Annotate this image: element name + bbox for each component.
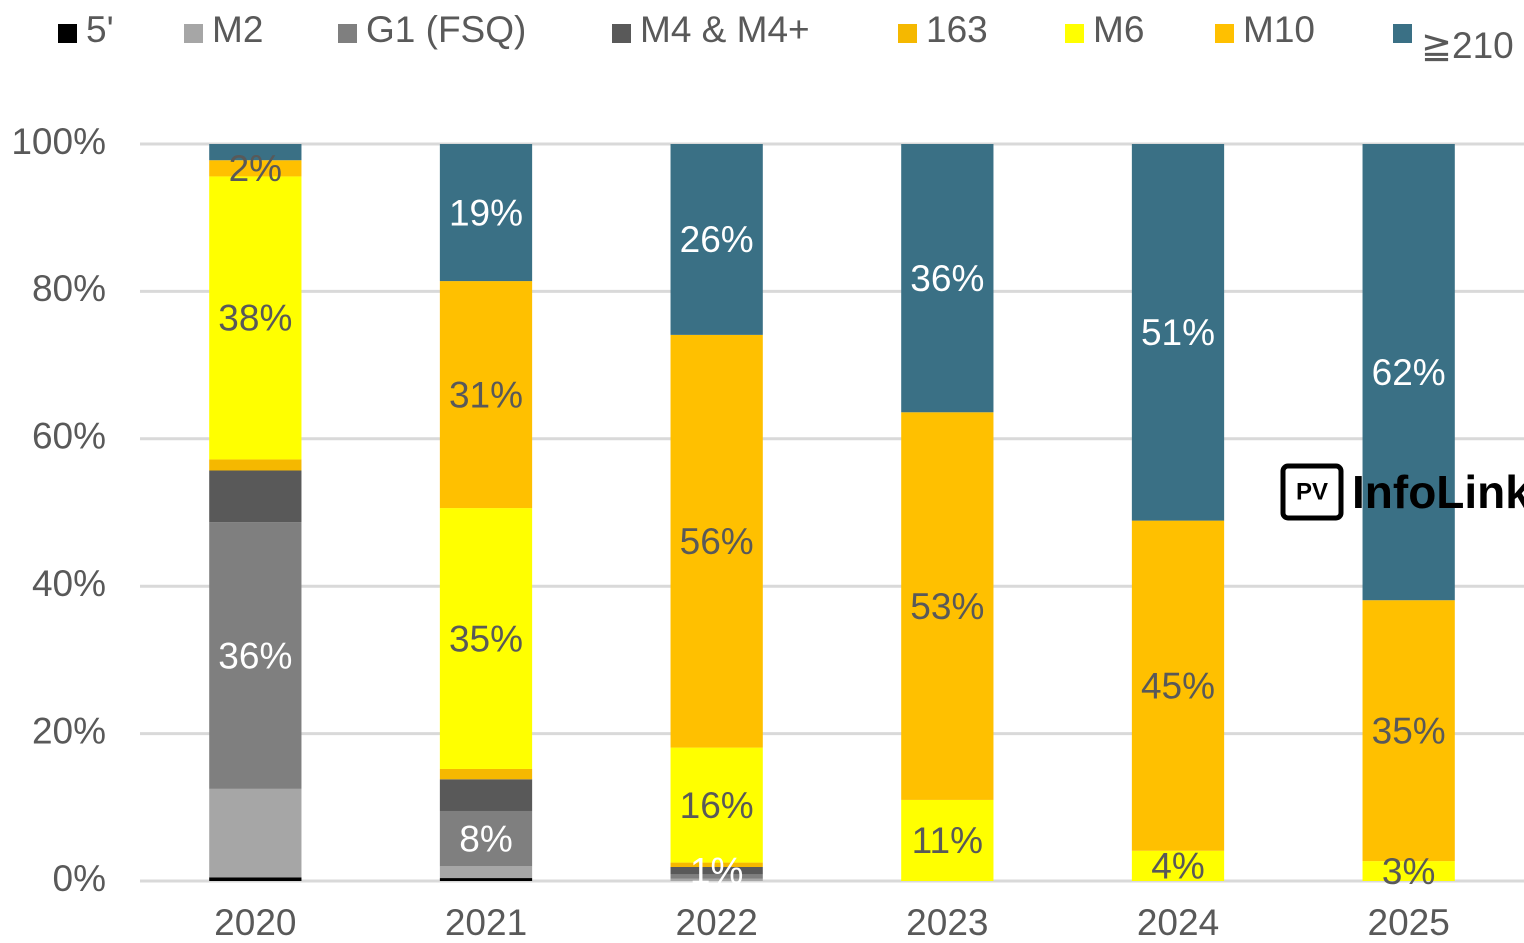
bar-segment [670, 334, 763, 748]
legend-label: M2 [212, 9, 263, 50]
y-tick-label: 80% [32, 268, 106, 309]
bar-segment [209, 470, 302, 523]
bar-segment [1362, 600, 1455, 862]
legend-swatch [898, 24, 917, 43]
bar-segment [209, 459, 302, 471]
legend-swatch [612, 24, 631, 43]
legend-label: M6 [1093, 9, 1144, 50]
data-label: 56% [680, 521, 754, 562]
bar-segment [901, 412, 994, 800]
data-label: 35% [1372, 710, 1446, 751]
bar-segment [439, 281, 533, 509]
data-label: 8% [459, 818, 512, 859]
bar-segment [1362, 861, 1455, 881]
bar-segment [1131, 520, 1225, 851]
data-label: 38% [218, 298, 292, 339]
watermark-text: InfoLink [1352, 466, 1524, 518]
bar-segment [439, 508, 533, 769]
bar-segment [670, 144, 763, 335]
bars [209, 144, 1455, 881]
bar-segment [209, 522, 302, 789]
bar-segment [670, 866, 763, 875]
data-label: 11% [912, 820, 983, 861]
y-tick-label: 100% [11, 121, 106, 162]
data-label: 26% [680, 219, 754, 260]
x-tick-label: 2023 [906, 902, 988, 943]
bar-segment [670, 747, 763, 863]
legend-swatch [1215, 24, 1234, 43]
legend-swatch [1393, 24, 1412, 43]
bar-segment [209, 176, 302, 460]
legend-swatch [338, 24, 357, 43]
bar-segment [439, 779, 533, 811]
data-label: 1% [690, 850, 743, 891]
bar-segment [1362, 144, 1455, 601]
bar-segment [209, 877, 302, 881]
legend-label: ≧210 [1421, 25, 1514, 66]
bar-segment [670, 862, 763, 867]
y-tick-label: 60% [32, 416, 106, 457]
x-tick-label: 2022 [676, 902, 758, 943]
bar-segment [901, 799, 994, 881]
bar-segment [209, 144, 302, 161]
x-tick-label: 2024 [1137, 902, 1219, 943]
data-label: 2% [229, 148, 282, 189]
data-label: 19% [449, 192, 523, 233]
watermark-logo-text: PV [1296, 478, 1328, 505]
watermark: PV InfoLink [1280, 463, 1524, 521]
legend-swatch [184, 24, 203, 43]
legend-label: 5' [86, 9, 114, 50]
x-tick-label: 2021 [445, 902, 527, 943]
bar-segment [439, 144, 533, 282]
bar-segment [439, 768, 533, 780]
bar-segment [209, 160, 302, 177]
bar-segment [670, 874, 763, 879]
bar-segment [439, 866, 533, 879]
bar-segment [439, 878, 533, 881]
data-label: 31% [449, 374, 523, 415]
bar-segment [209, 788, 302, 878]
data-label: 16% [680, 785, 754, 826]
legend-swatch [1065, 24, 1084, 43]
data-label: 3% [1382, 851, 1435, 892]
y-tick-label: 0% [53, 858, 106, 899]
bar-segment [901, 144, 994, 413]
bar-segment [439, 810, 533, 867]
data-label: 51% [1141, 312, 1215, 353]
x-tick-label: 2025 [1368, 902, 1450, 943]
data-label: 4% [1151, 846, 1204, 887]
x-tick-label: 2020 [214, 902, 296, 943]
data-label: 36% [910, 258, 984, 299]
labels: 0% 20% 40% 60% 80% 100% 2020 36% 38% 2% 2021 8% 35% 3… [11, 9, 1513, 943]
data-label: 53% [910, 586, 984, 627]
data-label: 45% [1141, 665, 1215, 706]
legend-label: 163 [926, 9, 988, 50]
data-label: 35% [449, 618, 523, 659]
legend-label: M10 [1243, 9, 1315, 50]
y-tick-label: 40% [32, 563, 106, 604]
legend-label: M4 & M4+ [640, 9, 810, 50]
legend-label: G1 (FSQ) [366, 9, 526, 50]
bar-segment [1131, 850, 1225, 881]
data-label: 62% [1372, 352, 1446, 393]
bar-segment [670, 878, 763, 881]
y-tick-label: 20% [32, 710, 106, 751]
legend-swatch [58, 24, 77, 43]
bar-segment [1131, 144, 1225, 521]
data-label: 36% [218, 635, 292, 676]
watermark-logo [1280, 463, 1344, 521]
grid [140, 142, 1524, 883]
